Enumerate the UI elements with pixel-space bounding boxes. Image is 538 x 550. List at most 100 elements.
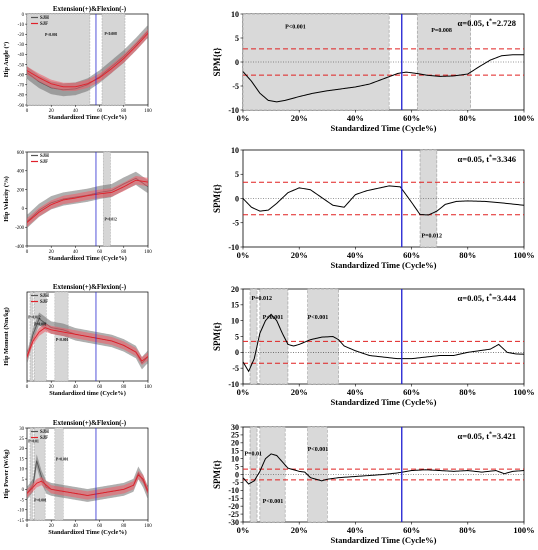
y-tick-label: -5 <box>232 219 239 228</box>
spm-t-curve <box>242 453 525 485</box>
x-tick-label: 20% <box>291 250 308 260</box>
p-value-annotation: P=0.012 <box>421 233 442 239</box>
x-tick-label: 100% <box>513 250 534 260</box>
x-tick-label: 0 <box>26 524 29 529</box>
y-tick-label: 0 <box>235 58 239 67</box>
p-value-annotation: P=0.008 <box>431 28 452 34</box>
significance-region <box>54 427 64 521</box>
x-tick-label: 60% <box>403 387 420 397</box>
x-tick-label: 80 <box>121 109 127 114</box>
y-tick-label: 0 <box>235 194 239 203</box>
y-tick-label: 5 <box>235 34 239 43</box>
legend-label: SJF <box>40 436 48 441</box>
x-tick-label: 100 <box>144 524 152 529</box>
y-tick-label: 20 <box>19 447 24 452</box>
series-band-SJF <box>27 29 148 91</box>
y-tick-label: -70 <box>18 84 25 89</box>
series-line-SJF <box>26 32 149 88</box>
series-band-SJH <box>27 312 148 370</box>
y-tick-label: 0 <box>235 470 239 479</box>
series-line-SJF <box>26 327 149 362</box>
annotation: P<0.001 <box>34 322 47 326</box>
significance-region <box>103 151 111 247</box>
y-tick-label: -5 <box>20 498 25 503</box>
y-tick-label: 25 <box>19 437 24 442</box>
y-tick-label: 15 <box>231 301 239 310</box>
y-axis-label: SPM{t} <box>212 184 222 214</box>
panel-title: Extension(+)&Flexion(-) <box>53 5 127 13</box>
y-tick-label: 30 <box>231 423 239 432</box>
x-tick-label: 20% <box>291 387 308 397</box>
x-tick-label: 80 <box>121 524 127 529</box>
y-axis-label: Hip Velocity (°/s) <box>3 176 10 222</box>
suprathreshold-cluster <box>249 288 258 385</box>
annotation: P=0.012 <box>28 316 41 320</box>
plot-frame <box>26 427 149 521</box>
x-tick-label: 60 <box>97 524 103 529</box>
x-tick-label: 40% <box>347 387 364 397</box>
spm-panel-0: 10 5 0 -5 -100% 20% 40% 60% 80% 100% Standardized … <box>212 10 535 133</box>
legend-label: SJF <box>40 160 48 165</box>
y-tick-label: -400 <box>15 245 24 250</box>
x-tick-label: 100 <box>144 109 152 114</box>
y-tick-label: -20 <box>228 502 239 511</box>
plot-frame <box>242 288 525 385</box>
spm-t-curve <box>242 54 524 103</box>
x-tick-label: 60 <box>97 109 103 114</box>
y-tick-label: -10 <box>228 106 239 115</box>
x-axis-label: Standardized Time (Cycle%) <box>331 123 437 133</box>
y-tick-label: 10 <box>231 316 239 325</box>
y-tick-label: 10 <box>19 468 24 473</box>
annotation: P<0.001 <box>34 499 47 503</box>
legend-label: SJF <box>40 22 48 27</box>
annotation: P<0.001 <box>45 33 58 37</box>
x-tick-label: 60% <box>403 113 420 123</box>
left-panel-0: Extension(+)&Flexion(-) 0 -10 -20 -30 -40 -50 -… <box>3 5 152 121</box>
x-tick-label: 20% <box>291 525 308 535</box>
y-tick-label: -30 <box>18 43 25 48</box>
y-tick-label: -50 <box>18 63 25 68</box>
x-tick-label: 0 <box>26 250 29 255</box>
x-axis-label: Standardized Time (Cycle%) <box>48 255 126 262</box>
y-tick-label: 200 <box>17 188 25 193</box>
y-tick-label: 15 <box>231 447 239 456</box>
x-tick-label: 80% <box>459 113 476 123</box>
series-band-SJF <box>27 470 148 500</box>
x-tick-label: 20 <box>49 385 55 390</box>
x-tick-label: 20 <box>49 109 55 114</box>
p-value-annotation: P<0.001 <box>263 499 284 505</box>
x-axis-label: Standardized Time (Cycle%) <box>331 260 437 270</box>
x-tick-label: 40% <box>347 113 364 123</box>
y-tick-label: 20 <box>231 285 239 294</box>
y-tick-label: 5 <box>235 462 239 471</box>
y-tick-label: -5 <box>232 82 239 91</box>
x-tick-label: 0% <box>237 113 250 123</box>
y-tick-label: 5 <box>235 170 239 179</box>
critical-t-label: α=0.05, t*=3.421 <box>457 431 516 441</box>
p-value-annotation: P=0.01 <box>244 452 262 458</box>
y-axis-label: Hip Angle (°) <box>3 42 10 77</box>
x-axis-label: Standardized Time (Cycle%) <box>331 535 437 545</box>
p-value-annotation: P<0.001 <box>308 315 329 321</box>
legend-label: SJF <box>40 300 48 305</box>
y-tick-label: 30 <box>19 427 24 432</box>
x-tick-label: 40 <box>73 524 79 529</box>
x-axis-label: Standardized Time (Cycle%) <box>331 397 437 407</box>
y-tick-label: -10 <box>18 509 25 514</box>
spm-panel-2: 20 15 10 5 0 -5 -100% 20% 40% 60% 80% 100% Standardi… <box>212 285 535 407</box>
x-tick-label: 0 <box>26 385 29 390</box>
annotation: P<0.001 <box>56 458 69 462</box>
x-tick-label: 40 <box>73 385 79 390</box>
x-axis-label: Standardized Time (Cycle%) <box>48 529 126 536</box>
y-tick-label: 0 <box>235 348 239 357</box>
legend-label: SJH <box>40 16 49 21</box>
x-tick-label: 80% <box>459 387 476 397</box>
annotation: P=0.012 <box>104 218 117 222</box>
critical-t-label: α=0.05, t*=2.728 <box>457 18 516 28</box>
x-tick-label: 100 <box>144 250 152 255</box>
y-tick-label: -30 <box>228 518 239 527</box>
y-tick-label: -5 <box>232 478 239 487</box>
suprathreshold-cluster <box>259 288 289 385</box>
